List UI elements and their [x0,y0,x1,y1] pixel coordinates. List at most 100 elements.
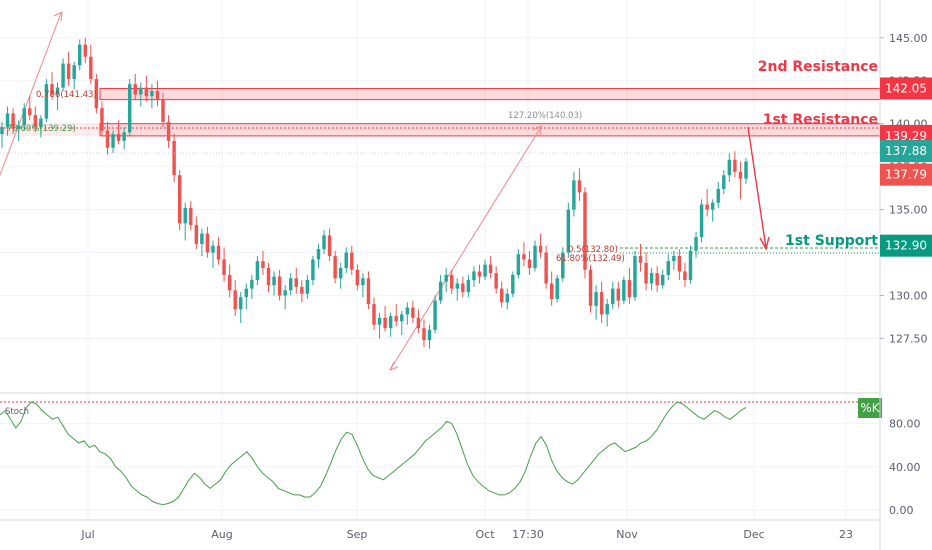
candle-body [311,259,315,281]
price-tag-label: 142.05 [885,81,927,95]
candle-body [200,233,204,244]
trend-arrow-head-sep [532,125,542,136]
candle [150,84,154,109]
price-tick-label: 135.00 [889,204,928,217]
candle [277,269,282,301]
time-tick-label: Sep [347,528,368,541]
candle-body [549,283,554,299]
candle-body [627,280,632,298]
candle-body [516,254,521,275]
candle [200,228,204,256]
candle [78,39,82,71]
candle-body [361,278,365,286]
candle-body [383,317,387,329]
candle [527,250,532,275]
candle-body [710,202,715,210]
candle-body [78,44,82,66]
candle [61,58,65,92]
candle [622,276,626,305]
candle-body [338,268,343,279]
candle [416,309,421,334]
candle [116,120,121,145]
candle-body [644,262,648,284]
candle [566,202,571,258]
candle [744,158,748,184]
candle [577,168,582,202]
second-resistance-label: 2nd Resistance [758,59,878,75]
candle-body [677,255,682,272]
candle [161,92,165,128]
candle [28,96,32,121]
candle [89,44,93,85]
candle-body [144,87,149,97]
candle-body [166,121,171,141]
candle [544,245,548,289]
candle [166,115,171,148]
candle [461,276,465,298]
candle [66,51,71,86]
candle-body [572,180,576,210]
candle-body [611,288,615,305]
time-tick-label: 17:30 [512,528,544,541]
candle [505,288,509,310]
candle [710,199,715,222]
candle [716,182,720,208]
resistance-zone-1 [99,87,881,101]
candle [672,250,676,270]
candle-body [277,276,282,296]
candle-body [22,108,26,126]
time-tick-label: 23 [839,528,853,541]
candle-body [250,280,254,289]
candle-body [150,91,154,97]
candle [477,264,482,284]
candle [0,121,4,148]
candle [366,271,371,310]
candle [44,79,49,122]
candle [139,82,143,107]
candle [338,262,343,289]
candle [344,247,348,274]
candle [611,281,615,310]
candle [372,297,376,330]
price-tag-label: 139.29 [885,129,927,143]
candle [294,268,298,294]
candle [239,292,243,323]
candle-body [394,316,398,322]
stoch-tick-label: 40.00 [889,461,921,474]
stoch-title: Stoch [5,407,29,417]
candle-body [28,108,32,116]
candle-body [366,278,371,305]
candle [561,247,565,282]
candle-body [727,159,732,176]
candle-body [227,274,232,291]
candle [705,188,709,217]
candle [588,264,593,313]
candle-body [605,304,609,315]
candle-body [55,87,60,95]
candle [638,243,643,272]
candle [22,103,26,131]
candle-body [744,161,748,179]
candle-body [660,274,665,286]
candle-body [388,316,393,329]
candle-body [416,317,421,329]
candle-body [205,233,210,253]
candle [172,134,176,183]
time-axis[interactable]: Jul Aug Sep Oct 17:30 Nov Dec 23 [80,528,853,541]
stoch-axis[interactable]: 80.00 40.00 0.00 [889,418,921,517]
candle-body [561,252,565,279]
first-support-label: 1st Support [785,233,878,249]
trend-arrow-tail-sep [388,361,399,371]
candle-body [94,79,99,109]
candle-body [39,118,43,128]
candle [483,259,487,281]
candle-body [655,273,659,286]
candle [105,121,110,155]
candle-body [161,99,165,122]
candle [738,161,743,200]
trend-arrow-head-jun [53,11,63,22]
candle-body [699,204,704,238]
candle-body [461,283,465,293]
fib-label-05: 0.5(132.80) [568,245,618,255]
